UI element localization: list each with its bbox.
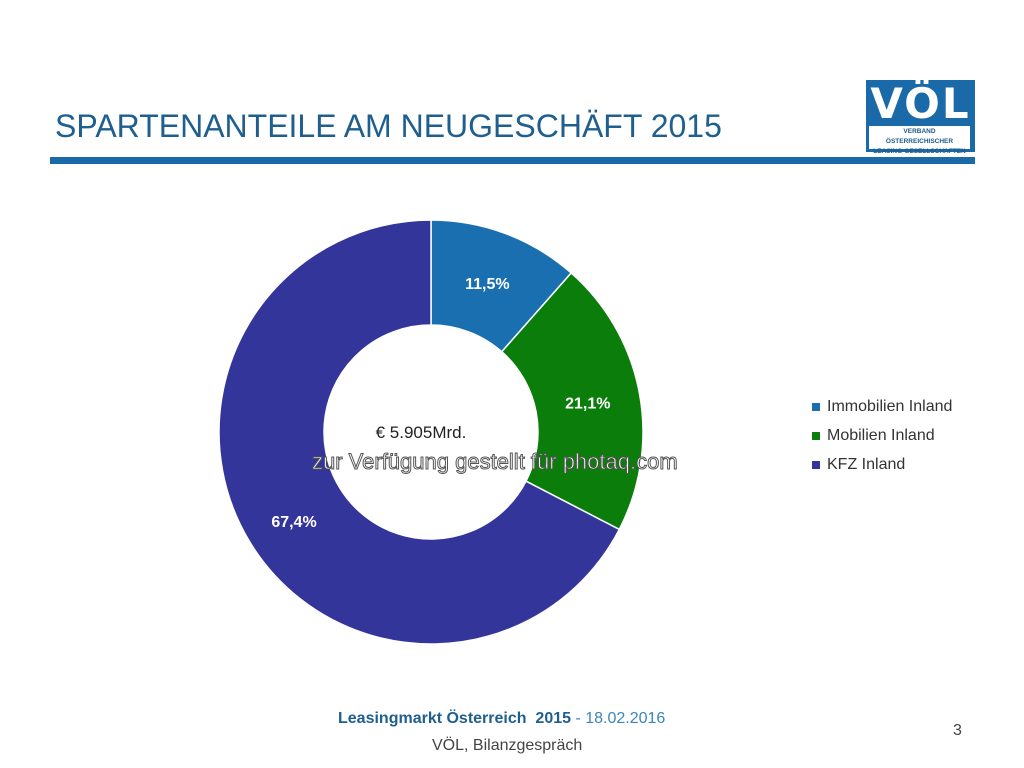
legend-item-kfz-inland: KFZ Inland	[812, 450, 952, 479]
logo-subtitle-line2: LEASING-GESELLSCHAFTEN	[873, 148, 966, 155]
data-label-kfz-inland: 67,4%	[271, 514, 316, 531]
legend-label: Immobilien Inland	[827, 397, 953, 415]
footer-subtitle: VÖL, Bilanzgespräch	[432, 737, 583, 754]
chart-legend: Immobilien Inland Mobilien Inland KFZ Inla…	[812, 392, 952, 479]
legend-item-immobilien-inland: Immobilien Inland	[812, 392, 952, 421]
data-label-mobilien-inland: 21,1%	[565, 396, 610, 413]
logo-letters: VÖL	[870, 79, 971, 128]
watermark: zur Verfügung gestellt für photaq.com	[312, 449, 679, 475]
footer-date: 18.02.2016	[585, 710, 666, 727]
page-number: 3	[953, 722, 962, 739]
legend-swatch	[812, 460, 820, 469]
legend-label: KFZ Inland	[827, 455, 906, 473]
footer-separator: -	[571, 710, 586, 727]
legend-swatch	[812, 402, 820, 411]
voel-logo: VÖL VERBAND ÖSTERREICHISCHER LEASING-GES…	[866, 79, 975, 155]
data-label-immobilien-inland: 11,5%	[465, 276, 509, 293]
legend-item-mobilien-inland: Mobilien Inland	[812, 421, 952, 450]
footer-event: Leasingmarkt Österreich 2015 - 18.02.201…	[338, 710, 665, 728]
slide-title: SPARTENANTEILE AM NEUGESCHÄFT 2015	[55, 108, 722, 144]
legend-label: Mobilien Inland	[827, 426, 935, 444]
donut-slice-mobilien-inland	[500, 271, 644, 531]
donut-slice-kfz-inland	[218, 219, 621, 645]
legend-swatch	[812, 431, 820, 440]
center-total-label: € 5.905Mrd.	[376, 423, 467, 442]
logo-subtitle-line1: VERBAND ÖSTERREICHISCHER	[885, 128, 954, 145]
logo-subtitle: VERBAND ÖSTERREICHISCHER LEASING-GESELLS…	[869, 126, 970, 155]
footer-event-title: Leasingmarkt Österreich 2015	[338, 710, 572, 727]
title-divider	[50, 157, 975, 164]
